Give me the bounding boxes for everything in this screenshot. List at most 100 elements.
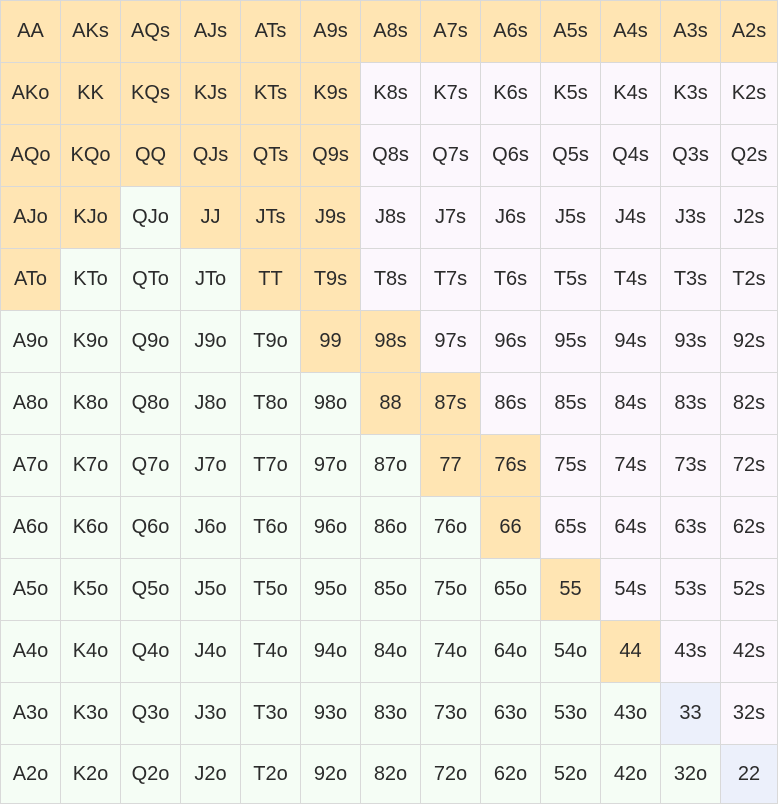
hand-cell-k6s[interactable]: K6s (481, 63, 541, 125)
hand-cell-97o[interactable]: 97o (301, 435, 361, 497)
hand-cell-75s[interactable]: 75s (541, 435, 601, 497)
hand-cell-86o[interactable]: 86o (361, 497, 421, 559)
hand-cell-75o[interactable]: 75o (421, 559, 481, 621)
hand-cell-82s[interactable]: 82s (721, 373, 778, 435)
hand-cell-k8o[interactable]: K8o (61, 373, 121, 435)
hand-cell-54o[interactable]: 54o (541, 621, 601, 683)
hand-cell-k2o[interactable]: K2o (61, 745, 121, 804)
hand-cell-76s[interactable]: 76s (481, 435, 541, 497)
hand-cell-94s[interactable]: 94s (601, 311, 661, 373)
hand-cell-a7s[interactable]: A7s (421, 1, 481, 63)
hand-cell-a2s[interactable]: A2s (721, 1, 778, 63)
hand-cell-72o[interactable]: 72o (421, 745, 481, 804)
hand-cell-k9o[interactable]: K9o (61, 311, 121, 373)
hand-cell-q9o[interactable]: Q9o (121, 311, 181, 373)
hand-cell-84s[interactable]: 84s (601, 373, 661, 435)
hand-cell-k7o[interactable]: K7o (61, 435, 121, 497)
hand-cell-qq[interactable]: QQ (121, 125, 181, 187)
hand-cell-74o[interactable]: 74o (421, 621, 481, 683)
hand-cell-a2o[interactable]: A2o (1, 745, 61, 804)
hand-cell-63s[interactable]: 63s (661, 497, 721, 559)
hand-cell-q2s[interactable]: Q2s (721, 125, 778, 187)
hand-cell-t8o[interactable]: T8o (241, 373, 301, 435)
hand-cell-33[interactable]: 33 (661, 683, 721, 745)
hand-cell-66[interactable]: 66 (481, 497, 541, 559)
hand-cell-32o[interactable]: 32o (661, 745, 721, 804)
hand-cell-87o[interactable]: 87o (361, 435, 421, 497)
hand-cell-j2s[interactable]: J2s (721, 187, 778, 249)
hand-cell-62s[interactable]: 62s (721, 497, 778, 559)
hand-cell-87s[interactable]: 87s (421, 373, 481, 435)
hand-cell-43s[interactable]: 43s (661, 621, 721, 683)
hand-cell-qjs[interactable]: QJs (181, 125, 241, 187)
hand-cell-55[interactable]: 55 (541, 559, 601, 621)
hand-cell-q6o[interactable]: Q6o (121, 497, 181, 559)
hand-cell-t9o[interactable]: T9o (241, 311, 301, 373)
hand-cell-j8o[interactable]: J8o (181, 373, 241, 435)
hand-cell-q2o[interactable]: Q2o (121, 745, 181, 804)
hand-cell-t4s[interactable]: T4s (601, 249, 661, 311)
hand-cell-65o[interactable]: 65o (481, 559, 541, 621)
hand-cell-t2o[interactable]: T2o (241, 745, 301, 804)
hand-cell-a5s[interactable]: A5s (541, 1, 601, 63)
hand-cell-q5s[interactable]: Q5s (541, 125, 601, 187)
hand-cell-t3s[interactable]: T3s (661, 249, 721, 311)
hand-cell-k3s[interactable]: K3s (661, 63, 721, 125)
hand-cell-k3o[interactable]: K3o (61, 683, 121, 745)
hand-cell-53o[interactable]: 53o (541, 683, 601, 745)
hand-cell-t2s[interactable]: T2s (721, 249, 778, 311)
hand-cell-94o[interactable]: 94o (301, 621, 361, 683)
hand-cell-53s[interactable]: 53s (661, 559, 721, 621)
hand-cell-kts[interactable]: KTs (241, 63, 301, 125)
hand-cell-j4o[interactable]: J4o (181, 621, 241, 683)
hand-cell-a8s[interactable]: A8s (361, 1, 421, 63)
hand-cell-q8o[interactable]: Q8o (121, 373, 181, 435)
hand-cell-44[interactable]: 44 (601, 621, 661, 683)
hand-cell-tt[interactable]: TT (241, 249, 301, 311)
hand-cell-kqo[interactable]: KQo (61, 125, 121, 187)
hand-cell-ats[interactable]: ATs (241, 1, 301, 63)
hand-cell-j6s[interactable]: J6s (481, 187, 541, 249)
hand-cell-aqs[interactable]: AQs (121, 1, 181, 63)
hand-cell-jts[interactable]: JTs (241, 187, 301, 249)
hand-cell-q4o[interactable]: Q4o (121, 621, 181, 683)
hand-cell-j5s[interactable]: J5s (541, 187, 601, 249)
hand-cell-a9s[interactable]: A9s (301, 1, 361, 63)
hand-cell-22[interactable]: 22 (721, 745, 778, 804)
hand-cell-52o[interactable]: 52o (541, 745, 601, 804)
hand-cell-t7o[interactable]: T7o (241, 435, 301, 497)
hand-cell-88[interactable]: 88 (361, 373, 421, 435)
hand-cell-84o[interactable]: 84o (361, 621, 421, 683)
hand-cell-73s[interactable]: 73s (661, 435, 721, 497)
hand-cell-j4s[interactable]: J4s (601, 187, 661, 249)
hand-cell-k4s[interactable]: K4s (601, 63, 661, 125)
hand-cell-kjs[interactable]: KJs (181, 63, 241, 125)
hand-cell-j7s[interactable]: J7s (421, 187, 481, 249)
hand-cell-q7o[interactable]: Q7o (121, 435, 181, 497)
hand-cell-j9o[interactable]: J9o (181, 311, 241, 373)
hand-cell-85o[interactable]: 85o (361, 559, 421, 621)
hand-cell-86s[interactable]: 86s (481, 373, 541, 435)
hand-cell-k9s[interactable]: K9s (301, 63, 361, 125)
hand-cell-92s[interactable]: 92s (721, 311, 778, 373)
hand-cell-64o[interactable]: 64o (481, 621, 541, 683)
hand-cell-q7s[interactable]: Q7s (421, 125, 481, 187)
hand-cell-42s[interactable]: 42s (721, 621, 778, 683)
hand-cell-j8s[interactable]: J8s (361, 187, 421, 249)
hand-cell-j9s[interactable]: J9s (301, 187, 361, 249)
hand-cell-82o[interactable]: 82o (361, 745, 421, 804)
hand-cell-83o[interactable]: 83o (361, 683, 421, 745)
hand-cell-q3o[interactable]: Q3o (121, 683, 181, 745)
hand-cell-a6s[interactable]: A6s (481, 1, 541, 63)
hand-cell-q3s[interactable]: Q3s (661, 125, 721, 187)
hand-cell-a6o[interactable]: A6o (1, 497, 61, 559)
hand-cell-73o[interactable]: 73o (421, 683, 481, 745)
hand-cell-t4o[interactable]: T4o (241, 621, 301, 683)
hand-cell-kto[interactable]: KTo (61, 249, 121, 311)
hand-cell-t7s[interactable]: T7s (421, 249, 481, 311)
hand-cell-63o[interactable]: 63o (481, 683, 541, 745)
hand-cell-43o[interactable]: 43o (601, 683, 661, 745)
hand-cell-62o[interactable]: 62o (481, 745, 541, 804)
hand-cell-ajo[interactable]: AJo (1, 187, 61, 249)
hand-cell-q8s[interactable]: Q8s (361, 125, 421, 187)
